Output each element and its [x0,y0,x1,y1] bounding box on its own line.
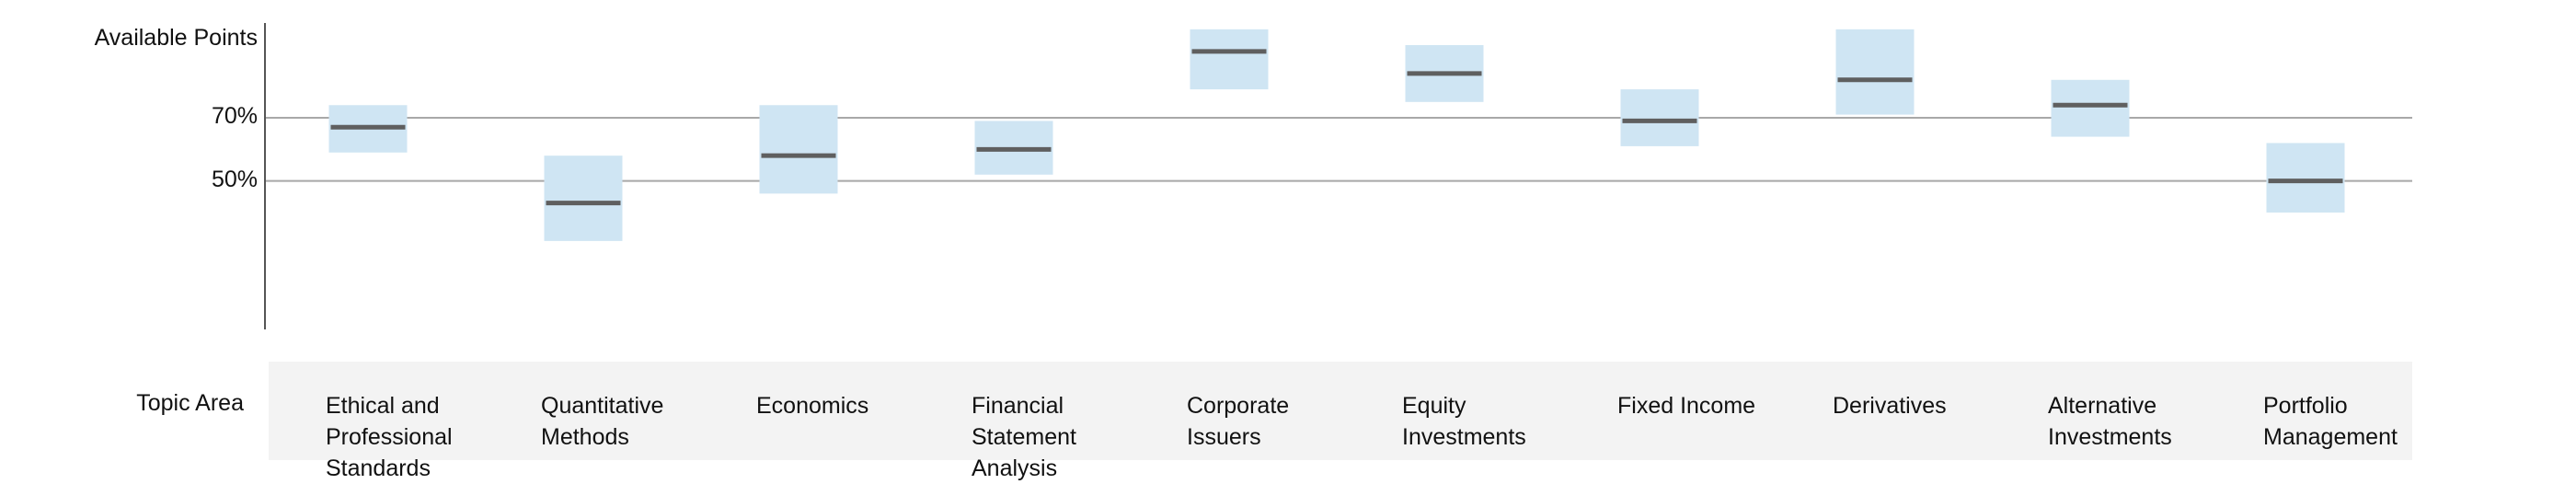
topic-label: Equity Investments [1402,393,1526,450]
topic-label: Fixed Income [1617,393,1756,419]
range-box [544,156,623,241]
topic-area-heading: Topic Area [136,390,244,416]
topic-label: Derivatives [1833,393,1947,419]
range-box [1835,29,1915,115]
topic-label: Quantitative Methods [541,393,664,450]
topic-label: Corporate Issuers [1187,393,1290,450]
y-axis-title: Available Points [94,25,258,51]
y-tick-label: 70% [211,102,258,129]
range-box [759,105,838,194]
topic-label: Economics [756,393,869,419]
topic-label: Financial Statement Analysis [972,393,1076,481]
topic-area-panel [269,362,2412,460]
topic-label: Ethical and Professional Standards [326,393,453,481]
range-box [1190,29,1269,90]
range-boxes [328,29,2345,241]
topic-label: Alternative Investments [2048,393,2172,450]
range-box [2266,143,2345,213]
range-box [2051,79,2130,137]
topic-label: Portfolio Management [2263,393,2398,450]
range-chart [264,23,2412,329]
y-tick-label: 50% [211,166,258,192]
range-box [1620,89,1699,146]
